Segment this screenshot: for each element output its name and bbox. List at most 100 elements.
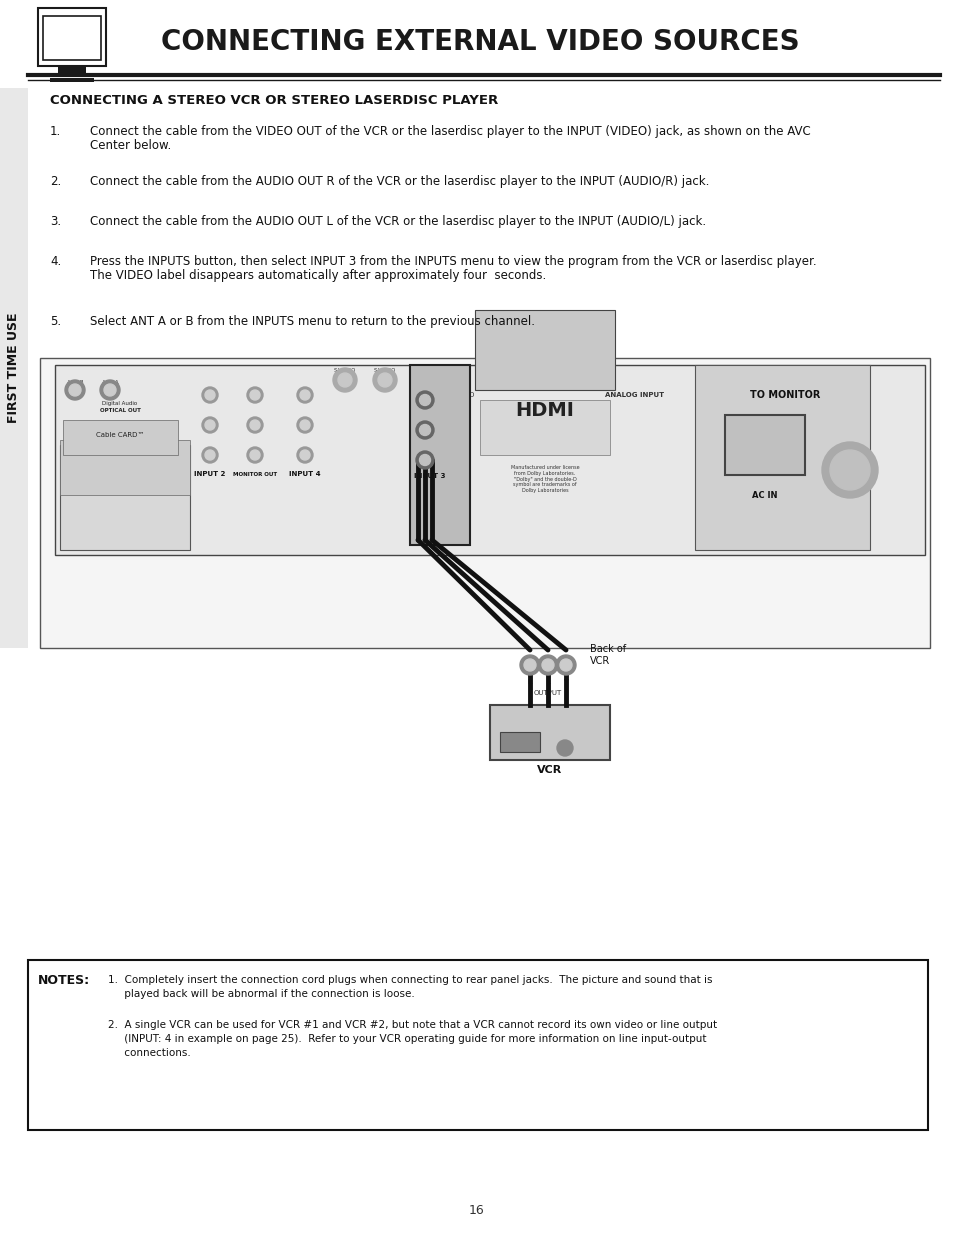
Circle shape [299, 420, 310, 430]
Text: HDMI: HDMI [515, 400, 574, 420]
Bar [38, 7, 106, 65]
Text: FIRST TIME USE: FIRST TIME USE [8, 312, 20, 424]
Circle shape [69, 384, 81, 396]
Text: AC IN: AC IN [752, 490, 777, 499]
Text: INPUT 4: INPUT 4 [289, 471, 320, 477]
Circle shape [202, 387, 218, 403]
Circle shape [417, 373, 432, 387]
Bar [695, 366, 869, 550]
Circle shape [413, 368, 436, 391]
Text: 5.: 5. [50, 315, 61, 329]
Bar [724, 415, 804, 475]
Text: connections.: connections. [108, 1049, 191, 1058]
Text: ANT A: ANT A [102, 379, 118, 384]
Text: S-VIDEO: S-VIDEO [334, 368, 355, 373]
Bar [475, 310, 615, 390]
Circle shape [202, 447, 218, 463]
Text: The VIDEO label disappears automatically after approximately four  seconds.: The VIDEO label disappears automatically… [90, 269, 546, 282]
Text: INPUT 2: INPUT 2 [194, 471, 226, 477]
Text: played back will be abnormal if the connection is loose.: played back will be abnormal if the conn… [108, 989, 415, 999]
Circle shape [250, 390, 260, 400]
Text: Cable CARD™: Cable CARD™ [95, 432, 144, 438]
Circle shape [205, 390, 214, 400]
Text: OUTPUT: OUTPUT [534, 690, 561, 697]
Bar [50, 78, 94, 82]
Circle shape [247, 417, 263, 433]
Text: Connect the cable from the AUDIO OUT R of the VCR or the laserdisc player to the: Connect the cable from the AUDIO OUT R o… [90, 175, 709, 188]
Bar [0, 88, 28, 648]
Bar [60, 440, 190, 495]
Bar [55, 366, 924, 555]
Circle shape [537, 655, 558, 676]
Text: 2.: 2. [50, 175, 61, 188]
Text: ANALOG INPUT: ANALOG INPUT [605, 391, 664, 398]
Bar [490, 705, 609, 760]
Text: NOTES:: NOTES: [38, 973, 90, 987]
Circle shape [296, 417, 313, 433]
Circle shape [65, 380, 85, 400]
Circle shape [337, 373, 352, 387]
Circle shape [541, 659, 554, 671]
Bar [479, 400, 609, 454]
Bar [499, 732, 539, 752]
Circle shape [419, 454, 430, 466]
Text: Select ANT A or B from the INPUTS menu to return to the previous channel.: Select ANT A or B from the INPUTS menu t… [90, 315, 535, 329]
Circle shape [821, 442, 877, 498]
Circle shape [247, 447, 263, 463]
Circle shape [373, 368, 396, 391]
Circle shape [419, 425, 430, 436]
Text: Y/VIDEO: Y/VIDEO [445, 391, 474, 398]
Text: V: V [563, 679, 568, 685]
Circle shape [377, 373, 392, 387]
Text: S-VIDEO: S-VIDEO [374, 368, 395, 373]
Circle shape [416, 421, 434, 438]
Text: 3.: 3. [50, 215, 61, 228]
Text: CONNECTING EXTERNAL VIDEO SOURCES: CONNECTING EXTERNAL VIDEO SOURCES [160, 28, 799, 56]
Bar [58, 65, 86, 74]
Text: Manufactured under license
from Dolby Laboratories.
"Dolby" and the double-D
sym: Manufactured under license from Dolby La… [510, 466, 578, 493]
Circle shape [419, 394, 430, 405]
Circle shape [829, 450, 869, 490]
Bar [63, 420, 178, 454]
Text: Press the INPUTS button, then select INPUT 3 from the INPUTS menu to view the pr: Press the INPUTS button, then select INP… [90, 254, 816, 268]
Text: Connect the cable from the VIDEO OUT of the VCR or the laserdisc player to the I: Connect the cable from the VIDEO OUT of … [90, 125, 810, 138]
Text: Back of
VCR: Back of VCR [589, 645, 625, 666]
Circle shape [519, 655, 539, 676]
Circle shape [557, 740, 573, 756]
Circle shape [416, 391, 434, 409]
Circle shape [250, 450, 260, 459]
Text: TO MONITOR: TO MONITOR [749, 390, 820, 400]
Text: VCR: VCR [537, 764, 562, 776]
Text: R: R [527, 679, 532, 685]
Bar [410, 366, 470, 545]
Circle shape [100, 380, 120, 400]
Text: (INPUT: 4 in example on page 25).  Refer to your VCR operating guide for more in: (INPUT: 4 in example on page 25). Refer … [108, 1034, 706, 1044]
Bar [60, 445, 190, 550]
Bar [40, 358, 929, 648]
Text: ANT B: ANT B [67, 379, 83, 384]
Text: S-VIDEo: S-VIDEo [414, 368, 436, 373]
Circle shape [247, 387, 263, 403]
Text: Connect the cable from the AUDIO OUT L of the VCR or the laserdisc player to the: Connect the cable from the AUDIO OUT L o… [90, 215, 705, 228]
Text: CONNECTING A STEREO VCR OR STEREO LASERDISC PLAYER: CONNECTING A STEREO VCR OR STEREO LASERD… [50, 94, 497, 106]
Text: Center below.: Center below. [90, 140, 172, 152]
Text: INPUT 3: INPUT 3 [414, 473, 445, 479]
Circle shape [556, 655, 576, 676]
Circle shape [250, 420, 260, 430]
Circle shape [296, 387, 313, 403]
Text: 4.: 4. [50, 254, 61, 268]
Circle shape [205, 420, 214, 430]
Circle shape [333, 368, 356, 391]
Circle shape [104, 384, 116, 396]
Circle shape [523, 659, 536, 671]
Text: L: L [545, 679, 549, 685]
Circle shape [299, 390, 310, 400]
Text: 2.  A single VCR can be used for VCR #1 and VCR #2, but note that a VCR cannot r: 2. A single VCR can be used for VCR #1 a… [108, 1020, 717, 1030]
Text: 16: 16 [469, 1203, 484, 1216]
Bar [43, 16, 101, 61]
Circle shape [299, 450, 310, 459]
Circle shape [205, 450, 214, 459]
Text: OPTICAL OUT: OPTICAL OUT [99, 408, 140, 412]
Circle shape [296, 447, 313, 463]
Circle shape [202, 417, 218, 433]
